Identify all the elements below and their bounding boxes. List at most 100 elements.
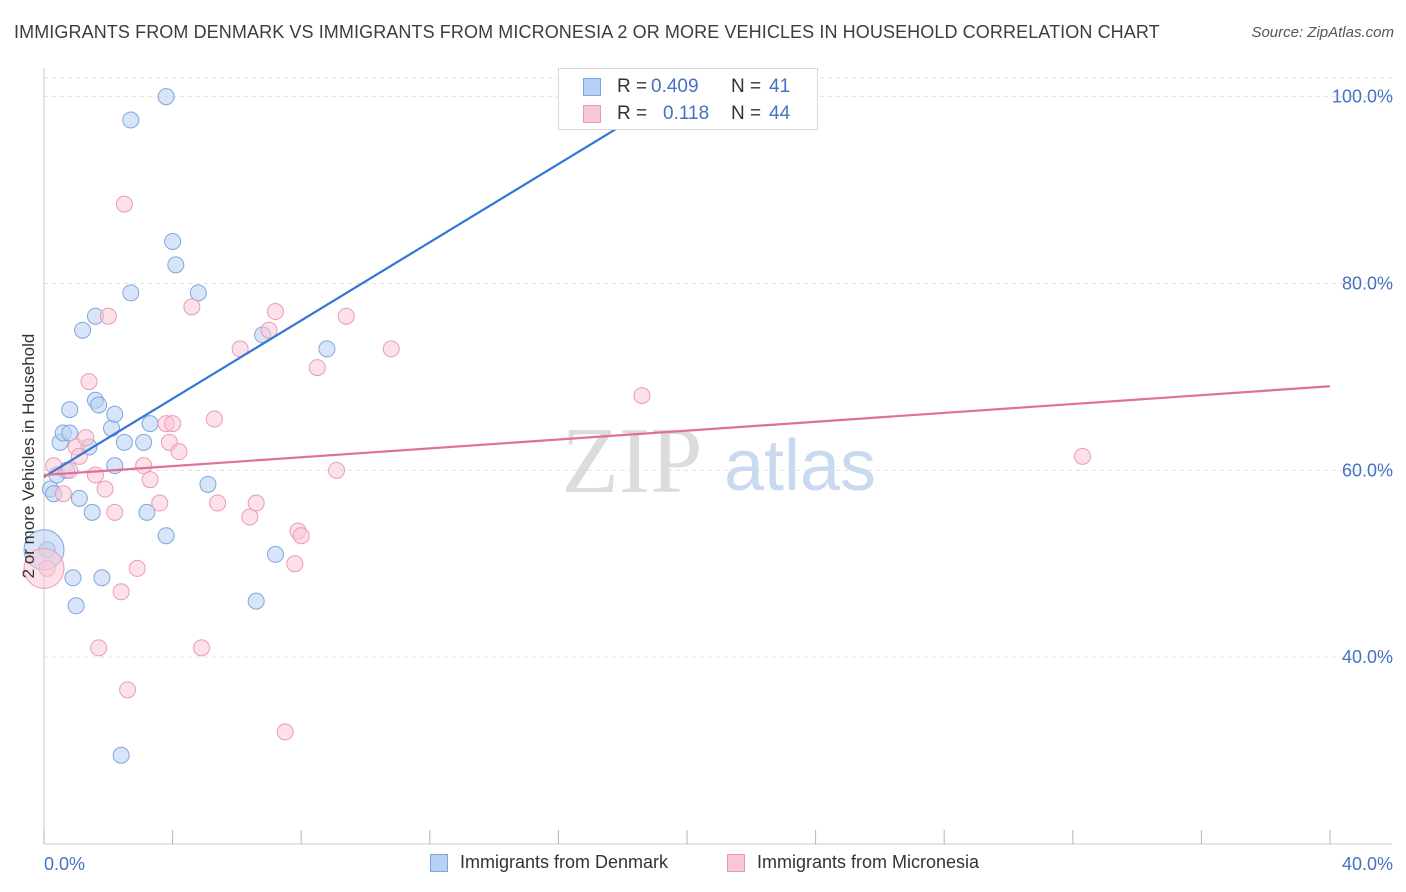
data-point-micronesia — [382, 340, 400, 358]
data-point-micronesia — [164, 415, 182, 433]
data-point-denmark — [67, 597, 85, 615]
x-tick-label: 0.0% — [44, 854, 85, 874]
data-point-denmark — [157, 88, 175, 106]
chart-title: IMMIGRANTS FROM DENMARK VS IMMIGRANTS FR… — [14, 22, 1160, 42]
data-point-denmark — [106, 405, 124, 423]
data-point-micronesia — [112, 583, 130, 601]
legend-item-micronesia[interactable]: Immigrants from Micronesia — [727, 852, 979, 873]
tick-labels: 40.0% 60.0% 80.0% 100.0% 0.0% 40.0% — [44, 87, 1393, 874]
data-point-denmark — [157, 527, 175, 545]
data-point-micronesia — [276, 723, 294, 741]
data-point-micronesia — [205, 410, 223, 428]
stats-swatch-denmark — [583, 78, 601, 96]
data-point-denmark — [141, 415, 159, 433]
data-point-micronesia — [193, 639, 211, 657]
data-point-denmark — [64, 569, 82, 587]
stats-r-value: 0.118 — [663, 103, 710, 124]
data-point-micronesia — [151, 494, 169, 512]
data-point-micronesia — [286, 555, 304, 573]
data-point-micronesia — [241, 508, 259, 526]
axes — [43, 68, 1392, 845]
data-point-micronesia — [135, 457, 153, 475]
data-point-micronesia — [119, 681, 137, 699]
data-point-micronesia — [80, 373, 98, 391]
data-point-micronesia — [633, 387, 651, 405]
data-point-denmark — [135, 433, 153, 451]
watermark-zip: ZIP — [562, 409, 703, 513]
data-point-micronesia — [247, 494, 265, 512]
source-label: Source: ZipAtlas.com — [1251, 24, 1394, 41]
stats-r-label: R = — [617, 103, 648, 124]
data-point-micronesia — [308, 359, 326, 377]
stats-n-label: N = — [731, 76, 762, 97]
data-point-denmark — [103, 419, 121, 437]
bottom-legend: Immigrants from Denmark Immigrants from … — [0, 852, 1406, 878]
data-point-denmark — [164, 232, 182, 250]
data-point-micronesia — [86, 466, 104, 484]
trend-line-denmark — [43, 77, 701, 478]
y-axis-label: 2 or more Vehicles in Household — [19, 334, 38, 579]
data-point-micronesia — [90, 639, 108, 657]
data-point-micronesia — [128, 559, 146, 577]
watermark-atlas: atlas — [724, 426, 876, 506]
data-point-micronesia — [141, 471, 159, 489]
stats-r-label: R = — [617, 76, 648, 97]
stats-swatch-micronesia — [583, 105, 601, 123]
y-tick-label: 40.0% — [1342, 647, 1393, 667]
data-point-micronesia — [115, 195, 133, 213]
x-tick-label: 40.0% — [1342, 854, 1393, 874]
data-point-denmark — [70, 489, 88, 507]
trend-line-micronesia — [43, 385, 1331, 477]
data-point-micronesia — [23, 547, 65, 589]
data-point-micronesia — [209, 494, 227, 512]
data-point-micronesia — [337, 307, 355, 325]
data-point-denmark — [138, 503, 156, 521]
y-tick-label: 100.0% — [1332, 87, 1393, 107]
data-point-micronesia — [96, 480, 114, 498]
data-point-micronesia — [328, 461, 346, 479]
data-point-denmark — [61, 424, 79, 442]
data-points — [23, 88, 1091, 764]
legend-swatch-micronesia — [727, 853, 745, 872]
y-tick-label: 60.0% — [1342, 460, 1393, 480]
data-point-micronesia — [170, 443, 188, 461]
gridlines — [44, 77, 1392, 658]
data-point-denmark — [90, 396, 108, 414]
data-point-micronesia — [1073, 447, 1091, 465]
data-point-micronesia — [260, 321, 278, 339]
legend-swatch-denmark — [430, 853, 448, 872]
stats-n-value: 41 — [769, 76, 791, 97]
data-point-denmark — [74, 321, 92, 339]
data-point-denmark — [266, 545, 284, 563]
data-point-micronesia — [106, 503, 124, 521]
data-point-denmark — [318, 340, 336, 358]
data-point-denmark — [112, 746, 130, 764]
data-point-denmark — [61, 401, 79, 419]
y-tick-label: 80.0% — [1342, 274, 1393, 294]
stats-n-label: N = — [731, 103, 762, 124]
legend-label-micronesia: Immigrants from Micronesia — [757, 852, 980, 872]
data-point-denmark — [199, 475, 217, 493]
data-point-micronesia — [54, 485, 72, 503]
data-point-micronesia — [266, 303, 284, 321]
trend-lines — [43, 77, 1331, 478]
stats-legend: R = 0.409 N = 41 R = 0.118 N = 44 — [558, 68, 818, 130]
data-point-micronesia — [183, 298, 201, 316]
data-point-denmark — [189, 284, 207, 302]
data-point-denmark — [247, 592, 265, 610]
data-point-denmark — [167, 256, 185, 274]
data-point-micronesia — [99, 307, 117, 325]
stats-r-value: 0.409 — [651, 76, 699, 97]
data-point-denmark — [83, 503, 101, 521]
legend-item-denmark[interactable]: Immigrants from Denmark — [430, 852, 668, 873]
data-point-micronesia — [292, 527, 310, 545]
data-point-denmark — [122, 284, 140, 302]
data-point-denmark — [115, 433, 133, 451]
legend-label-denmark: Immigrants from Denmark — [460, 852, 669, 872]
stats-n-value: 44 — [769, 103, 791, 124]
data-point-denmark — [93, 569, 111, 587]
data-point-denmark — [122, 111, 140, 129]
watermark: ZIP atlas — [562, 409, 877, 513]
data-point-micronesia — [77, 429, 95, 447]
